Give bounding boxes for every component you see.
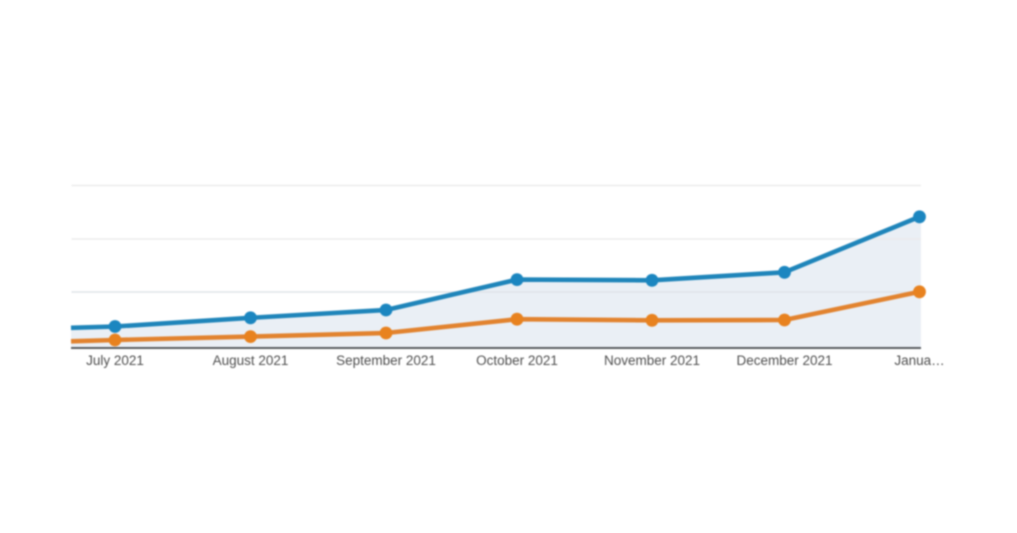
svg-text:September 2021: September 2021 bbox=[336, 353, 436, 368]
svg-text:August 2021: August 2021 bbox=[213, 353, 289, 368]
svg-text:December 2021: December 2021 bbox=[736, 353, 832, 368]
svg-text:July 2021: July 2021 bbox=[86, 353, 144, 368]
svg-text:Janua…: Janua… bbox=[894, 353, 944, 368]
svg-text:November 2021: November 2021 bbox=[604, 353, 700, 368]
svg-text:October 2021: October 2021 bbox=[476, 353, 558, 368]
